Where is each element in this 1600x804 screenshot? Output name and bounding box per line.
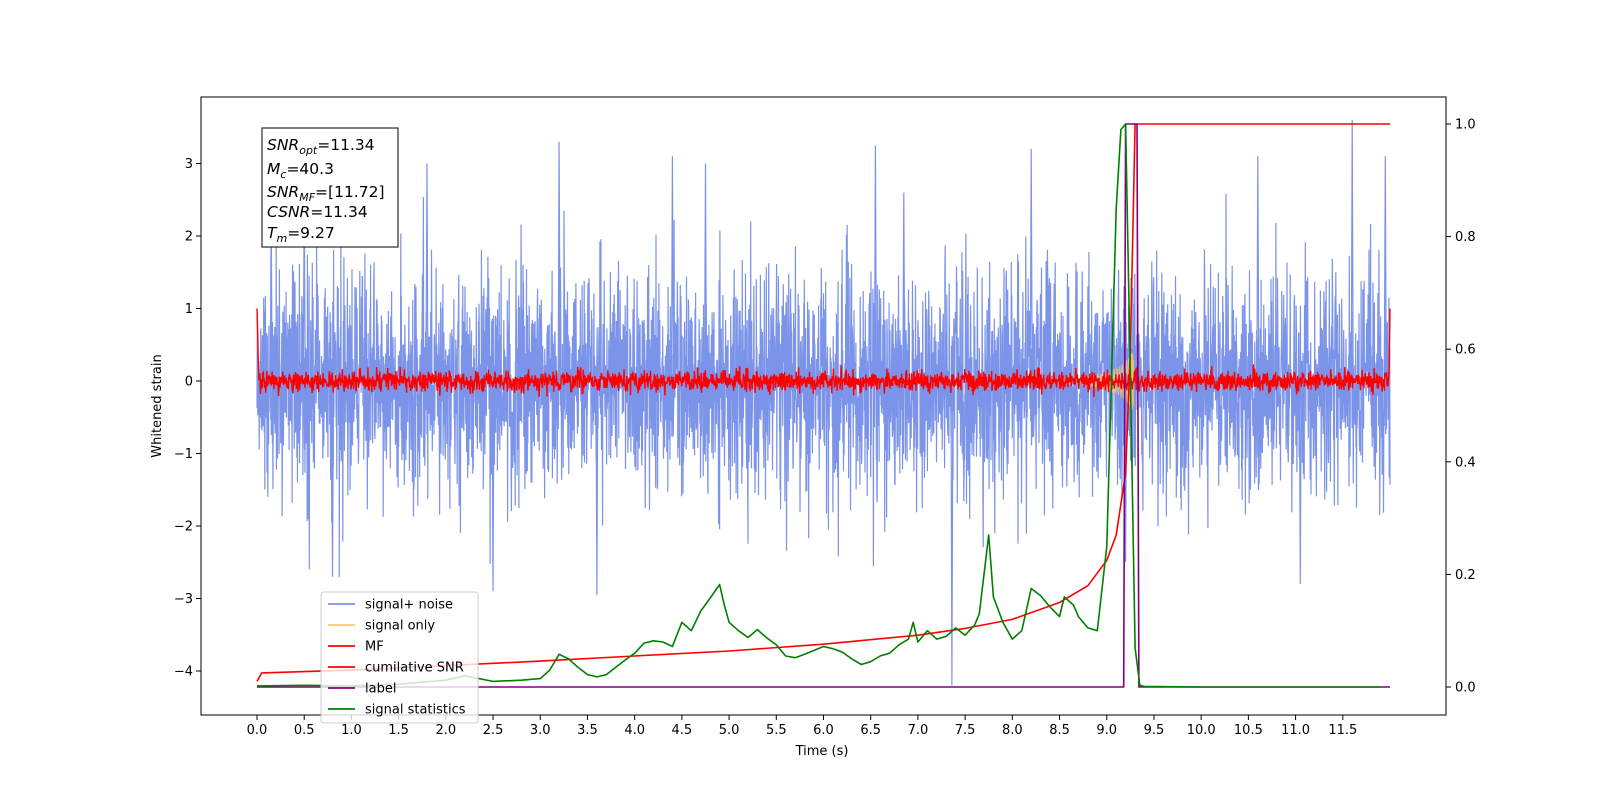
x-tick-label: 11.5 [1328,723,1357,738]
x-tick-label: 7.0 [908,723,929,738]
x-tick-label: 8.0 [1002,723,1023,738]
stat-tm: Tm=9.27 [267,224,335,245]
stat-snr-opt: SNRopt=11.34 [267,136,375,157]
y-left-tick-label: 2 [185,230,193,245]
legend-entry-label: signal only [365,619,435,634]
legend-entry-label: cumilative SNR [365,661,464,676]
legend-entry-label: label [365,682,396,697]
x-tick-label: 2.0 [435,723,456,738]
x-tick-label: 11.0 [1281,723,1310,738]
ticks-layer: 0.0 0.5 1.0 1.5 2.0 2.5 3.0 3.5 4.0 4.5 5.0 5.5 6.0 6… [174,118,1476,739]
x-tick-label: 4.0 [624,723,645,738]
x-tick-label: 4.5 [672,723,693,738]
y-right-tick-label: 1.0 [1455,118,1476,133]
x-tick-label: 8.5 [1049,723,1070,738]
y-left-tick-label: −2 [174,520,193,535]
x-axis-label: Time (s) [795,744,849,759]
series-signal-statistics [256,123,1381,688]
y-right-tick-label: 0.6 [1455,343,1476,358]
x-tick-label: 2.5 [483,723,504,738]
y-right-tick-label: 0.2 [1455,568,1476,583]
legend: signal+ noise signal only MF cumilative SNR… [320,591,479,724]
x-tick-label: 9.5 [1144,723,1165,738]
x-tick-label: 1.5 [388,723,409,738]
x-tick-label: 6.0 [813,723,834,738]
y-right-tick-label: 0.8 [1455,230,1476,245]
x-tick-label: 3.0 [530,723,551,738]
y-left-tick-label: 3 [185,157,193,172]
series-signal-noise [256,193,1391,578]
y-left-tick-label: −1 [174,447,193,462]
series-mf [256,308,1391,398]
y-left-tick-label: −3 [174,592,193,607]
x-tick-label: 5.0 [719,723,740,738]
legend-entry-label: signal+ noise [365,598,453,613]
stats-box-frame [261,127,399,248]
y-axis-label: Whitened strain [150,354,165,457]
x-tick-label: 7.5 [955,723,976,738]
stats-box: SNRopt=11.34 Mc=40.3 SNRMF=[11.72] CSNR=… [261,127,399,248]
x-tick-label: 6.5 [860,723,881,738]
x-tick-label: 0.0 [247,723,268,738]
x-tick-label: 3.5 [577,723,598,738]
legend-entry-label: signal statistics [365,703,466,718]
stat-snr-mf: SNRMF=[11.72] [267,183,385,204]
stat-mc: Mc=40.3 [267,160,334,181]
legend-entry-label: MF [365,640,384,655]
stat-csnr: CSNR=11.34 [267,203,368,221]
x-tick-label: 10.5 [1234,723,1263,738]
x-tick-label: 10.0 [1187,723,1216,738]
legend-frame [320,591,479,724]
x-tick-label: 9.0 [1096,723,1117,738]
y-left-tick-label: −4 [174,665,193,680]
y-left-tick-label: 0 [185,375,193,390]
y-left-tick-label: 1 [185,302,193,317]
x-tick-label: 5.5 [766,723,787,738]
x-tick-label: 0.5 [294,723,315,738]
x-tick-label: 1.0 [341,723,362,738]
y-right-tick-label: 0.4 [1455,455,1476,470]
y-right-tick-label: 0.0 [1455,681,1476,696]
